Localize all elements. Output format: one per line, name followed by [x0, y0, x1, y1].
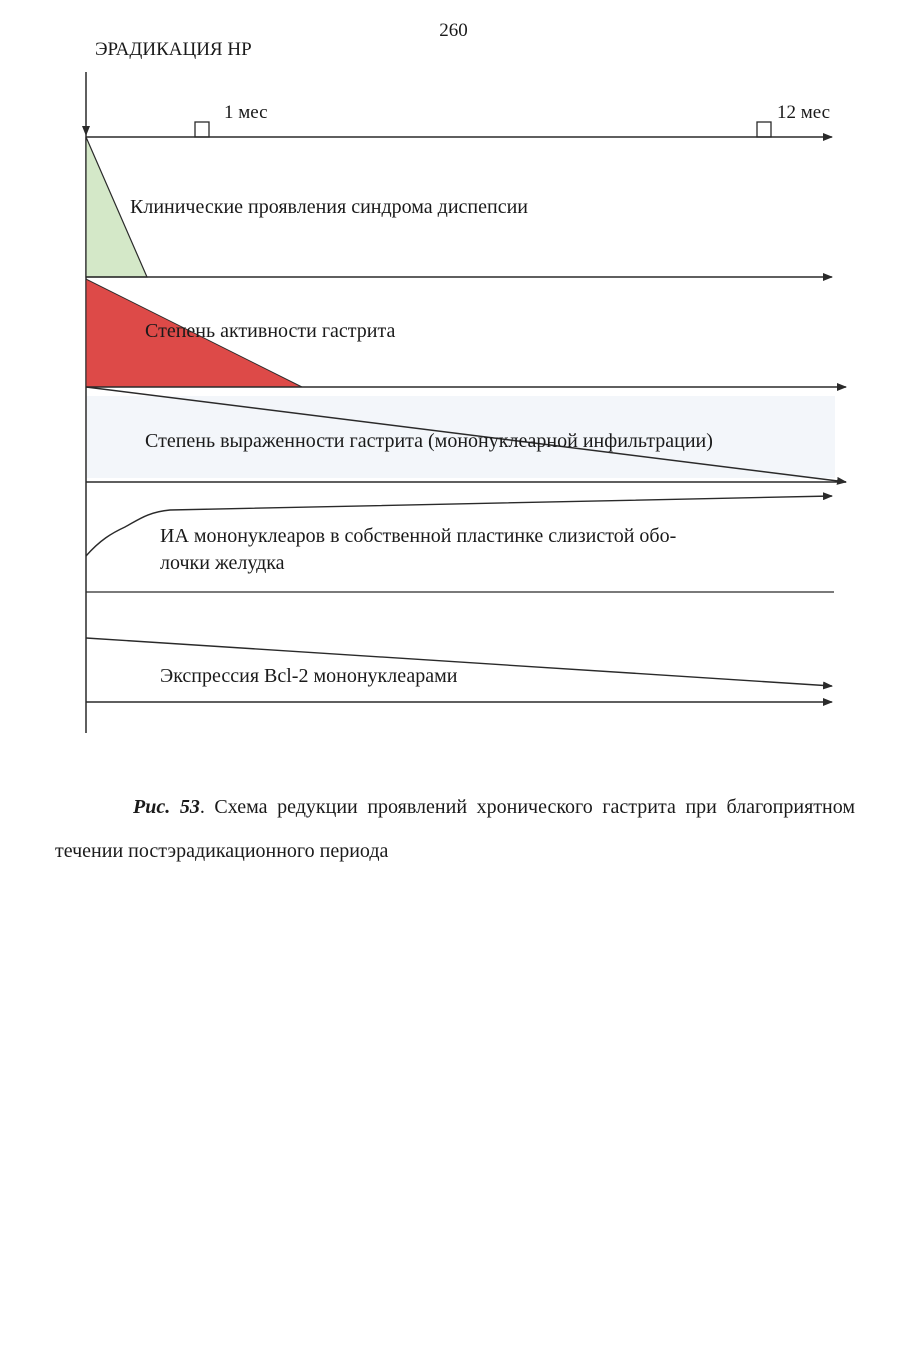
figure-caption: Рис. 53. Схема редукции проявлений хрони…: [55, 785, 855, 873]
caption-text: . Схема редукции проявлений хронического…: [55, 796, 856, 862]
page-number: 260: [439, 20, 468, 41]
row-activity-label: Степень активности гастрита: [145, 320, 395, 342]
row-3-shading: [87, 396, 835, 478]
month-12-label: 12 мес: [777, 102, 830, 123]
row-severity-label: Степень выраженности гастрита (мононукле…: [145, 430, 713, 452]
row-apoptosis-label-line2: лочки желудка: [160, 552, 285, 574]
eradication-start-arrow: [82, 126, 90, 136]
severity-decline-line: [85, 386, 847, 485]
month-1-marker: [194, 121, 210, 138]
eradication-label: ЭРАДИКАЦИЯ НР: [95, 39, 252, 60]
row-apoptosis-label-line1: ИА мононуклеаров в собственной пластинке…: [160, 525, 676, 547]
row-dyspepsia-label: Клинические проявления синдрома диспепси…: [130, 196, 528, 218]
eradication-diagram: ЭРАДИКАЦИЯ НР 1 мес 12 мес Клинические п…: [82, 39, 847, 733]
month-12-marker: [756, 121, 772, 138]
bcl2-decline-line: [85, 637, 833, 690]
apoptosis-index-curve: [85, 492, 833, 557]
row-bcl2-label: Экспрессия Bcl-2 мононуклеарами: [160, 665, 458, 687]
month-1-label: 1 мес: [224, 102, 268, 123]
figure-number: Рис. 53: [133, 796, 200, 818]
